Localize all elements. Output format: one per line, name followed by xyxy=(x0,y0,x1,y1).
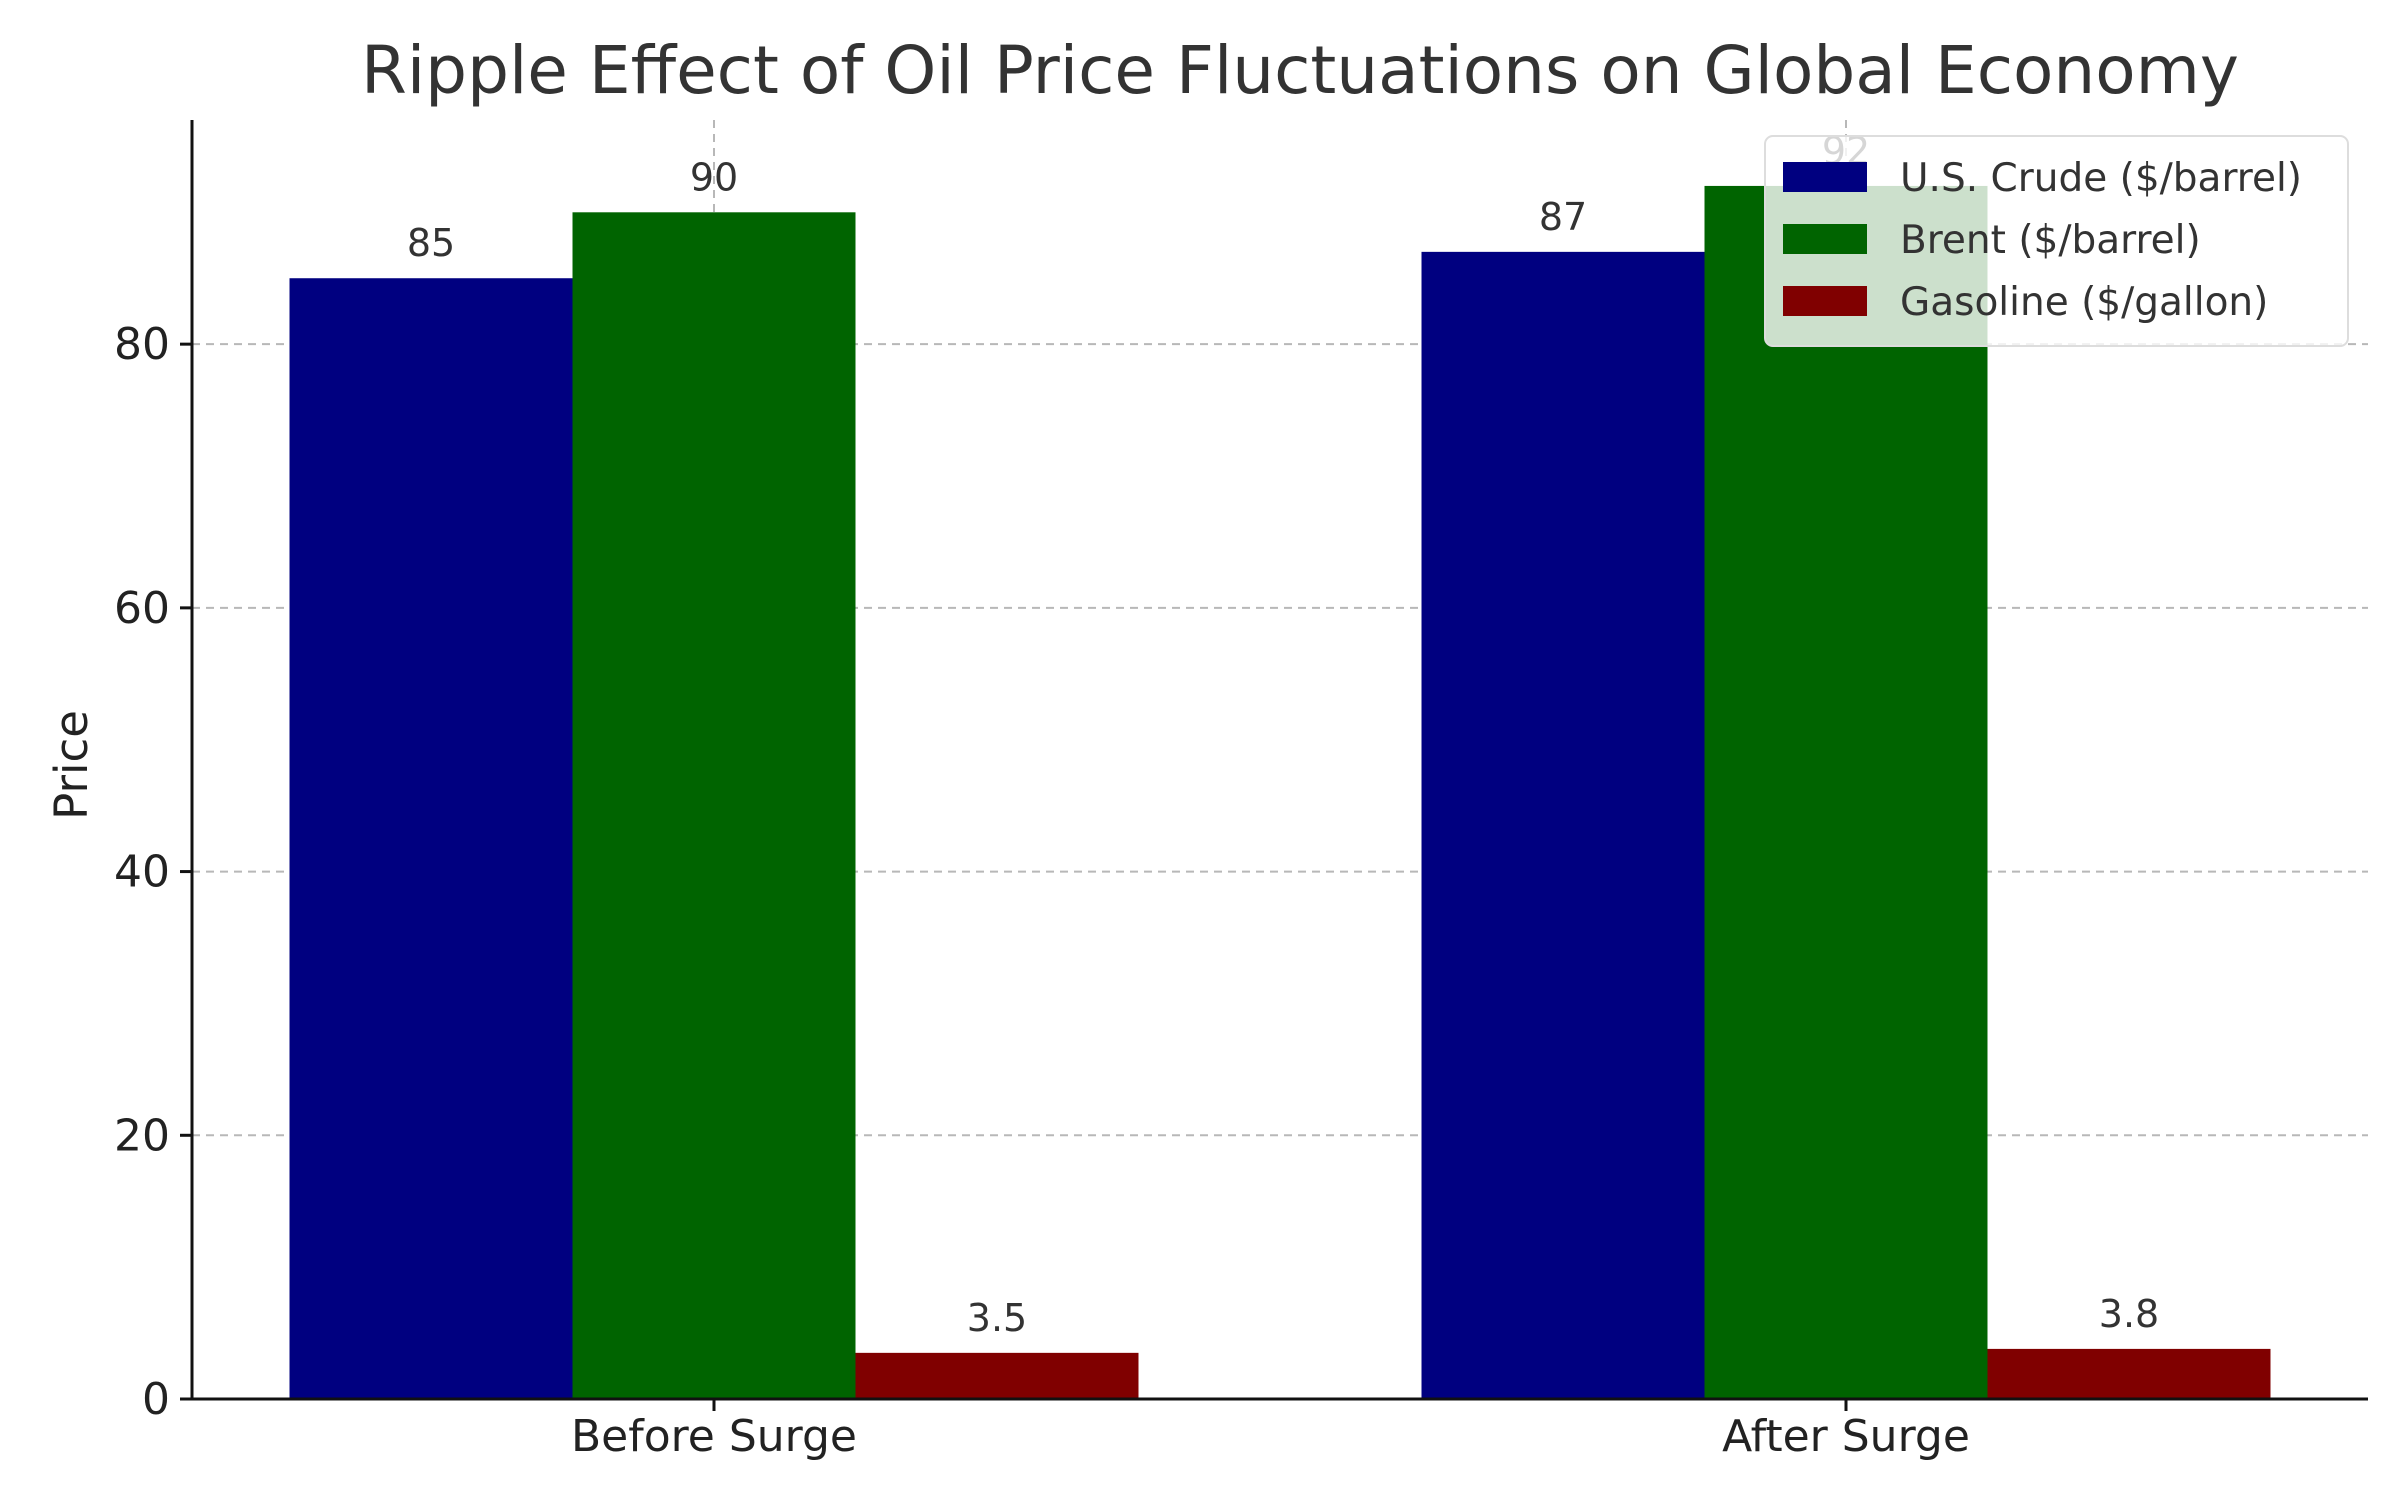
legend-swatch xyxy=(1783,162,1867,192)
x-tick-label: Before Surge xyxy=(571,1411,857,1462)
legend-label: Gasoline ($/gallon) xyxy=(1900,280,2268,325)
bar-value-label: 3.8 xyxy=(2099,1292,2159,1336)
bar xyxy=(1704,185,1988,1399)
legend-label: Brent ($/barrel) xyxy=(1900,218,2201,263)
bar xyxy=(1421,251,1705,1399)
legend-label: U.S. Crude ($/barrel) xyxy=(1900,156,2302,201)
bar xyxy=(855,1352,1139,1399)
bar-value-label: 85 xyxy=(407,221,455,265)
y-axis-label: Price xyxy=(45,710,98,820)
chart-title: Ripple Effect of Oil Price Fluctuations … xyxy=(361,32,2239,109)
tick-labels: 0 20 40 60 80 Before Surge After Surge xyxy=(114,319,1970,1462)
bar-value-label: 90 xyxy=(690,155,738,199)
y-tick-label: 0 xyxy=(142,1374,170,1425)
y-tick-label: 80 xyxy=(114,319,170,370)
bar xyxy=(572,212,856,1400)
y-tick-label: 20 xyxy=(114,1110,170,1161)
x-tick-label: After Surge xyxy=(1722,1411,1970,1462)
legend-frame xyxy=(1764,135,2349,347)
y-tick-label: 40 xyxy=(114,847,170,898)
axes xyxy=(180,120,2368,1411)
bar xyxy=(289,278,573,1399)
legend-swatch xyxy=(1783,286,1867,316)
legend: U.S. Crude ($/barrel) Brent ($/barrel) Gas… xyxy=(1764,135,2349,347)
bar-value-label: 3.5 xyxy=(967,1296,1027,1340)
bar xyxy=(1987,1348,2271,1399)
y-tick-label: 60 xyxy=(114,583,170,634)
legend-swatch xyxy=(1783,224,1867,254)
bars xyxy=(289,185,2271,1400)
bar-value-label: 87 xyxy=(1539,195,1587,239)
